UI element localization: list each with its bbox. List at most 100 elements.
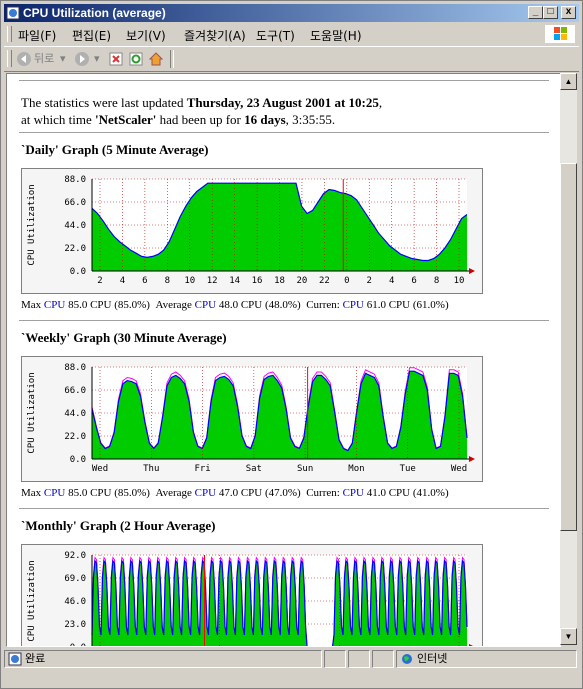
area-fill bbox=[92, 561, 467, 646]
x-tick-label: 8 bbox=[165, 276, 170, 286]
x-tick-label: Sun bbox=[297, 464, 313, 474]
status-panel bbox=[372, 650, 394, 668]
max-value: 85.0 CPU (85.0%) bbox=[68, 487, 150, 499]
menu-tools[interactable]: 도구(T) bbox=[256, 29, 295, 43]
average-label: Average bbox=[155, 487, 192, 499]
x-tick-label: Mon bbox=[348, 464, 364, 474]
menu-file[interactable]: 파일(F) bbox=[18, 29, 57, 43]
menu-view[interactable]: 보기(V) bbox=[126, 29, 166, 43]
monthly-graph: CPU Utilization 92.0 69.0 46.0 23.0 0.0 Week 3… bbox=[21, 544, 483, 646]
average-line bbox=[91, 182, 468, 262]
status-panel bbox=[348, 650, 370, 668]
x-tick-label: Wed bbox=[451, 464, 467, 474]
stats-text: , 3:35:55. bbox=[285, 112, 336, 127]
x-axis-arrow bbox=[469, 644, 473, 646]
area-fill bbox=[92, 371, 467, 459]
y-axis-label: CPU Utilization bbox=[27, 560, 37, 641]
current-label: Curren: bbox=[306, 487, 340, 499]
minimize-button[interactable]: _ bbox=[528, 6, 543, 19]
y-tick-label: 66.0 bbox=[64, 386, 86, 396]
menu-favorites[interactable]: 즐겨찾기(A) bbox=[184, 29, 246, 43]
y-tick-label: 22.0 bbox=[64, 244, 86, 254]
refresh-icon[interactable] bbox=[128, 51, 144, 67]
y-tick-label: 22.0 bbox=[64, 432, 86, 442]
divider bbox=[19, 320, 549, 322]
average-value: 47.0 CPU (47.0%) bbox=[218, 487, 301, 499]
scroll-thumb[interactable] bbox=[560, 163, 577, 531]
back-dropdown-icon[interactable]: ▾ bbox=[60, 52, 66, 65]
x-tick-label: 4 bbox=[120, 276, 125, 286]
x-tick-label: Wed bbox=[92, 464, 108, 474]
maximize-button[interactable]: □ bbox=[543, 6, 558, 19]
menu-edit[interactable]: 편집(E) bbox=[72, 29, 112, 43]
average-label: Average bbox=[155, 299, 192, 311]
tool-bar: 뒤로 ▾ ▾ bbox=[4, 46, 579, 72]
menu-help[interactable]: 도움말(H) bbox=[310, 29, 362, 43]
toolbar-grip bbox=[7, 50, 12, 67]
page-content: The statistics were last updated Thursda… bbox=[6, 73, 561, 647]
x-tick-label: 8 bbox=[434, 276, 439, 286]
ie-page-icon bbox=[6, 6, 20, 20]
windows-logo-icon bbox=[545, 25, 575, 43]
daily-graph: CPU Utilization 88.0 66.0 44.0 22.0 0.0 2 4 6 8 10… bbox=[21, 168, 483, 294]
y-tick-label: 46.0 bbox=[64, 597, 86, 607]
stats-host: 'NetScaler' bbox=[95, 112, 157, 127]
back-arrow-icon[interactable] bbox=[16, 51, 32, 67]
daily-stats: Max CPU 85.0 CPU (85.0%) Average CPU 48.… bbox=[21, 299, 449, 311]
current-value: 41.0 CPU (41.0%) bbox=[366, 487, 449, 499]
x-tick-label: 6 bbox=[411, 276, 416, 286]
current-value: 61.0 CPU (61.0%) bbox=[366, 299, 449, 311]
x-tick-label: 6 bbox=[142, 276, 147, 286]
stats-text: had been up for bbox=[156, 112, 245, 127]
back-button-label[interactable]: 뒤로 bbox=[34, 52, 55, 65]
y-tick-label: 0.0 bbox=[70, 455, 86, 465]
home-icon[interactable] bbox=[148, 51, 164, 67]
close-button[interactable]: x bbox=[561, 6, 576, 19]
divider bbox=[19, 132, 549, 134]
y-tick-label: 23.0 bbox=[64, 620, 86, 630]
internet-globe-icon bbox=[402, 654, 412, 664]
cpu-link[interactable]: CPU bbox=[43, 299, 66, 311]
status-text-panel: 완료 bbox=[4, 650, 322, 668]
divider bbox=[19, 508, 549, 510]
cpu-link[interactable]: CPU bbox=[194, 487, 217, 499]
title-bar[interactable]: CPU Utilization (average) _ □ x bbox=[4, 4, 579, 22]
max-value: 85.0 CPU (85.0%) bbox=[68, 299, 150, 311]
stats-date: Thursday, 23 August 2001 at 10:25 bbox=[186, 95, 379, 110]
forward-arrow-icon[interactable] bbox=[74, 51, 90, 67]
menu-bar: 파일(F) 편집(E) 보기(V) 즐겨찾기(A) 도구(T) 도움말(H) bbox=[4, 24, 579, 44]
y-tick-label: 92.0 bbox=[64, 551, 86, 561]
max-label: Max bbox=[21, 299, 42, 311]
stop-icon[interactable] bbox=[108, 51, 124, 67]
x-tick-label: Fri bbox=[194, 464, 210, 474]
y-tick-label: 44.0 bbox=[64, 409, 86, 419]
cpu-link[interactable]: CPU bbox=[194, 299, 217, 311]
x-tick-label: Tue bbox=[400, 464, 416, 474]
weekly-graph-svg: CPU Utilization 88.0 66.0 44.0 22.0 0.0 Wed Thu… bbox=[27, 363, 475, 474]
vertical-scrollbar[interactable]: ▲ ▼ bbox=[560, 73, 577, 645]
zone-panel: 인터넷 bbox=[396, 650, 577, 668]
x-tick-label: 2 bbox=[367, 276, 372, 286]
x-tick-label: 12 bbox=[207, 276, 218, 286]
scroll-down-button[interactable]: ▼ bbox=[560, 628, 577, 645]
stats-text: , bbox=[378, 95, 383, 110]
y-tick-label: 88.0 bbox=[64, 175, 86, 185]
toolbar-separator bbox=[170, 50, 174, 68]
weekly-graph: CPU Utilization 88.0 66.0 44.0 22.0 0.0 Wed Thu… bbox=[21, 356, 483, 482]
average-line bbox=[91, 370, 468, 452]
x-tick-label: 2 bbox=[97, 276, 102, 286]
scroll-up-button[interactable]: ▲ bbox=[560, 73, 577, 90]
stats-uptime-days: 16 days bbox=[244, 112, 286, 127]
cpu-link[interactable]: CPU bbox=[342, 487, 364, 499]
cpu-link[interactable]: CPU bbox=[43, 487, 66, 499]
x-tick-label: 20 bbox=[297, 276, 308, 286]
weekly-stats: Max CPU 85.0 CPU (85.0%) Average CPU 47.… bbox=[21, 487, 449, 499]
x-axis-arrow bbox=[469, 456, 475, 462]
forward-dropdown-icon[interactable]: ▾ bbox=[94, 52, 100, 65]
daily-graph-svg: CPU Utilization 88.0 66.0 44.0 22.0 0.0 2 4 6 8 10… bbox=[27, 175, 475, 286]
y-tick-label: 66.0 bbox=[64, 198, 86, 208]
x-tick-label: 0 bbox=[344, 276, 349, 286]
cpu-link[interactable]: CPU bbox=[342, 299, 364, 311]
